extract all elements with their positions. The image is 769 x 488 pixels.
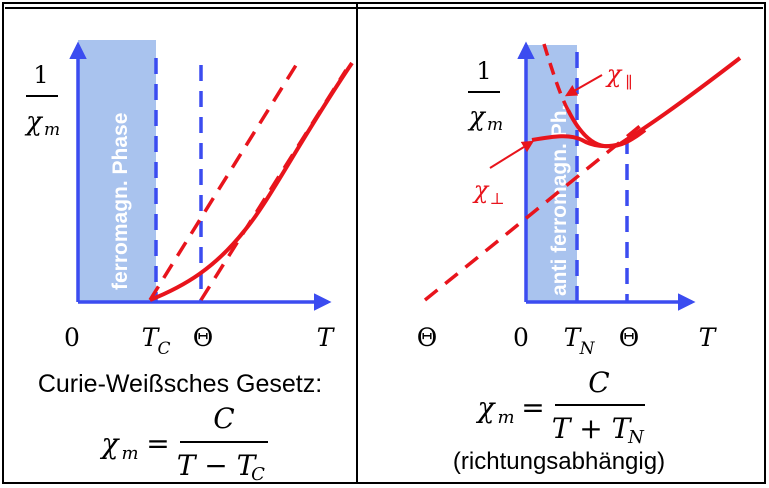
left-y-label-numerator: 1	[33, 61, 48, 89]
left-tick-theta: Θ	[193, 323, 214, 352]
left-formula-equals: =	[146, 427, 169, 460]
chi-parallel-dashed-branch	[542, 43, 570, 111]
right-panel: anti ferromagn. Ph. χ ∥ χ ⊥ 1 χ m Θ 0 T	[417, 41, 742, 475]
chi-perpendicular-curve	[531, 134, 621, 149]
chi-perpendicular-label: χ	[472, 176, 490, 204]
left-y-label-sub: m	[44, 120, 60, 140]
chi-perpendicular-pointer	[489, 140, 535, 169]
right-tick-theta: Θ	[619, 323, 640, 352]
right-y-label-numerator: 1	[476, 57, 491, 85]
right-formula-numerator: C	[588, 366, 609, 399]
left-tick-zero: 0	[64, 323, 80, 352]
right-formula-denominator-sub: N	[627, 427, 645, 448]
chi-parallel-pointer	[564, 74, 603, 97]
left-formula-chi-sub: m	[121, 443, 138, 464]
direction-dependent-note: (richtungsabhängig)	[453, 448, 665, 475]
ferromagnetic-phase-region	[78, 40, 156, 302]
left-tick-t: T	[317, 323, 336, 352]
chi-parallel-label-sub: ∥	[625, 73, 632, 92]
left-formula-chi: χ	[100, 427, 121, 460]
antiferromagnetic-phase-label: anti ferromagn. Ph.	[548, 105, 571, 296]
left-tick-tc: T	[142, 323, 161, 352]
chi-parallel-label: χ	[605, 60, 623, 88]
right-formula-chi-sub: m	[497, 407, 514, 428]
right-formula-chi: χ	[476, 391, 497, 424]
left-panel: ferromagn. Phase 1 χ m 0 T C Θ T Curie-W…	[24, 40, 354, 485]
right-formula-equals: =	[521, 391, 544, 424]
right-y-label-chi: χ	[467, 102, 487, 132]
right-y-label-sub: m	[487, 115, 503, 135]
left-tick-tc-sub: C	[157, 339, 170, 359]
chi-perpendicular-label-sub: ⊥	[489, 189, 504, 208]
left-y-label-chi: χ	[24, 107, 44, 137]
right-tick-tn-sub: N	[579, 339, 596, 359]
left-formula-numerator: C	[213, 402, 234, 435]
right-tick-theta-neg: Θ	[417, 323, 438, 352]
ferromagnetic-phase-label: ferromagn. Phase	[109, 113, 132, 290]
left-asymptote-steep	[148, 61, 300, 301]
right-tick-t: T	[699, 323, 718, 352]
right-tick-zero: 0	[513, 323, 529, 352]
curie-weiss-law-title: Curie-Weißsches Gesetz:	[38, 370, 322, 398]
right-asymptote	[423, 124, 642, 302]
right-formula-denominator: T + T	[552, 412, 633, 445]
left-formula-denominator-sub: C	[251, 464, 265, 485]
left-inverse-susceptibility-curve	[149, 61, 354, 302]
right-tick-tn: T	[564, 323, 583, 352]
left-formula-denominator: T − T	[177, 449, 258, 482]
right-paramagnetic-branch	[618, 56, 742, 146]
